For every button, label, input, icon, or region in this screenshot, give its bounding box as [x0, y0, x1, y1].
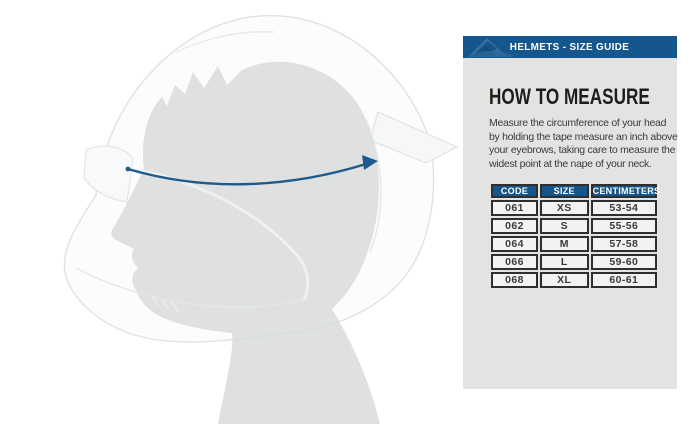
cell-size: S — [539, 218, 589, 234]
chin-bar-seam-line — [75, 267, 305, 308]
cell-code: 061 — [491, 200, 538, 216]
chin-vent-slashes — [151, 295, 179, 313]
cell-code: 062 — [491, 218, 538, 234]
instruction-line: your eyebrows, taking care to measure th… — [489, 144, 676, 156]
cell-centimeters: 57-58 — [590, 236, 657, 252]
cell-code: 064 — [491, 236, 538, 252]
helmet-illustration — [63, 14, 459, 424]
helmet-front-peak — [83, 145, 134, 203]
cell-code: 066 — [491, 254, 538, 270]
table-row: 062 S 55-56 — [491, 218, 657, 234]
size-guide-panel: HELMETS - SIZE GUIDE HOW TO MEASURE Meas… — [463, 36, 678, 389]
table-row: 066 L 59-60 — [491, 254, 657, 270]
cell-centimeters: 60-61 — [590, 272, 657, 288]
cell-centimeters: 59-60 — [590, 254, 657, 270]
column-header-size: SIZE — [539, 184, 589, 198]
table-row: 061 XS 53-54 — [491, 200, 657, 216]
panel-title: HELMETS - SIZE GUIDE — [510, 41, 630, 53]
how-to-measure-heading: HOW TO MEASURE — [489, 84, 650, 109]
top-vent-line — [175, 30, 275, 53]
cell-size: XL — [539, 272, 589, 288]
measure-instructions: Measure the circumference of your head b… — [489, 117, 678, 171]
size-table: CODE SIZE CENTIMETERS 061 XS 53-54 062 S… — [489, 182, 661, 290]
column-header-centimeters: CENTIMETERS — [590, 184, 661, 198]
brand-logo-icon — [467, 38, 513, 57]
cell-code: 068 — [491, 272, 538, 288]
cell-centimeters: 53-54 — [590, 200, 657, 216]
measuring-tape-line — [126, 162, 368, 186]
table-row: 068 XL 60-61 — [491, 272, 657, 288]
instruction-line: by holding the tape measure an inch abov… — [489, 130, 678, 143]
cell-size: L — [539, 254, 589, 270]
cell-size: M — [539, 236, 589, 252]
helmet-rear-spoiler — [369, 111, 459, 164]
table-row: 064 M 57-58 — [491, 236, 657, 252]
visor-seam-line — [365, 119, 382, 253]
tape-arrowhead-icon — [362, 155, 378, 170]
panel-header: HELMETS - SIZE GUIDE — [463, 36, 677, 58]
cell-centimeters: 55-56 — [590, 218, 657, 234]
column-header-code: CODE — [491, 184, 538, 198]
head-silhouette — [111, 61, 380, 424]
table-header-row: CODE SIZE CENTIMETERS — [491, 184, 661, 198]
cell-size: XS — [539, 200, 589, 216]
panel-body: HOW TO MEASURE Measure the circumference… — [463, 58, 678, 389]
instruction-line: Measure the circumference of your head — [489, 117, 667, 129]
instruction-line: widest point at the nape of your neck. — [489, 157, 652, 170]
